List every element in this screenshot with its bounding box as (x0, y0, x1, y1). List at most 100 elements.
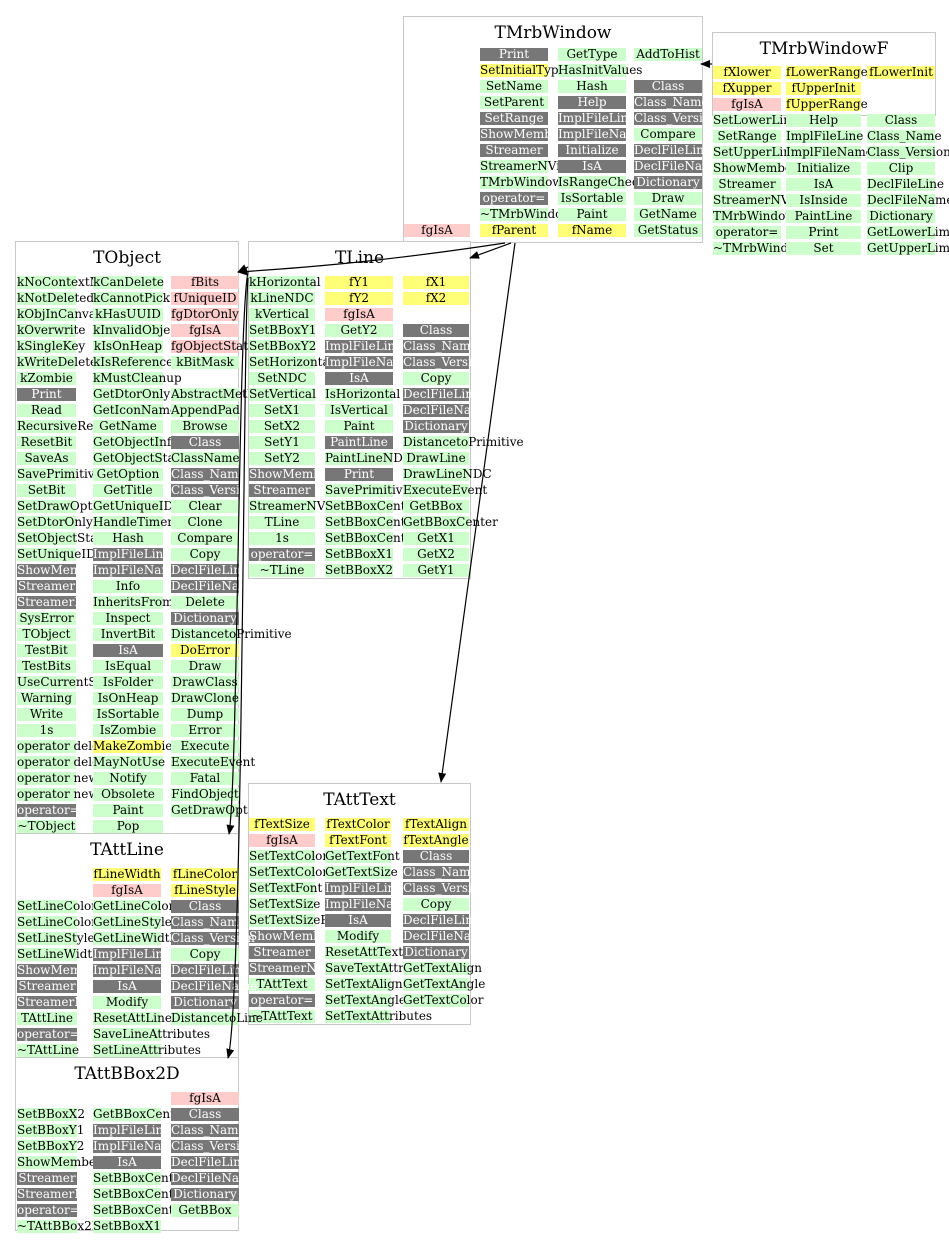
member-cell: fUniqueID (171, 292, 239, 305)
member-cell: ~TMrbWindow (480, 207, 573, 221)
member-cell: SavePrimitive (325, 483, 410, 497)
member-cell: PaintLineNDC (325, 451, 413, 465)
member-cell: GetLowerLimit (867, 225, 949, 239)
class-title: TAttText (323, 790, 396, 810)
member-cell: ImplFileName (93, 963, 180, 977)
member-cell: Hash (93, 532, 163, 545)
member-cell: Class_Name (171, 915, 246, 929)
member-cell: GetTextAngle (403, 977, 486, 991)
member-cell: IsInside (786, 194, 861, 207)
member-cell: GetBBoxCenter (403, 515, 498, 529)
member-cell: Help (558, 96, 626, 109)
member-cell: IsRangeChecked (558, 175, 661, 189)
member-cell: DrawClass (171, 675, 239, 689)
member-cell: GetDtorOnly (93, 387, 171, 401)
member-cell: fgIsA (325, 308, 393, 321)
member-cell: fTextSize (249, 818, 315, 831)
member-cell: kIsOnHeap (93, 339, 163, 353)
member-cell: Copy (403, 372, 469, 385)
member-cell: HasInitValues (558, 63, 643, 77)
member-cell: Dictionary (171, 612, 239, 625)
member-cell: GetTitle (93, 484, 163, 497)
member-cell: SysError (17, 612, 76, 625)
member-cell: fgIsA (713, 98, 781, 111)
member-cell: SetX1 (249, 404, 315, 417)
member-cell: operator new[] (17, 787, 108, 801)
member-cell: kIsReferenced (93, 355, 181, 369)
member-cell: Modify (93, 996, 161, 1009)
member-cell: GetX1 (403, 532, 469, 545)
member-cell: kCannotPick (93, 291, 171, 305)
member-cell: GetY1 (403, 564, 469, 577)
member-cell: GetUniqueID (93, 499, 174, 513)
member-cell: operator= (713, 226, 781, 239)
member-cell: GetTextColor (403, 993, 484, 1007)
member-cell: ResetBit (17, 436, 76, 449)
member-cell: Print (17, 388, 76, 401)
class-box-tmrbwindowf: TMrbWindowF fXlower fXupper fgIsA SetLowerLi… (712, 32, 949, 255)
member-cell: Clear (171, 500, 239, 513)
member-cell: fLineStyle (171, 884, 239, 897)
member-cell: GetBBoxCenter (93, 1107, 188, 1121)
member-cell: Paint (325, 420, 393, 433)
member-cell: TObject (17, 628, 76, 641)
member-cell: IsA (786, 178, 861, 191)
member-cell: IsA (558, 160, 626, 173)
member-cell: fY1 (325, 276, 393, 289)
member-cell: fLineWidth (93, 867, 161, 881)
member-cell: SetBBoxCenterY (93, 1203, 195, 1217)
member-cell: IsEqual (93, 660, 163, 673)
member-cell: Hash (558, 80, 626, 93)
member-cell: ExecuteEvent (171, 755, 256, 769)
member-cell: ImplFileLine (558, 111, 636, 125)
member-cell: UseCurrentStyle (17, 675, 120, 689)
member-cell: SetDrawOption (17, 499, 112, 513)
member-cell: Pop (93, 820, 163, 833)
member-cell: 1s (249, 532, 315, 545)
member-cell: Dictionary (171, 1188, 239, 1201)
member-cell: Write (17, 708, 76, 721)
member-cell: Class_Name (867, 129, 942, 143)
member-cell: Class (634, 80, 702, 93)
member-cell: fgIsA (249, 834, 315, 847)
member-cell: DeclFileName (634, 159, 721, 173)
member-cell: SetLineColorAlpha (17, 915, 133, 929)
member-cell: Class (171, 900, 239, 913)
member-cell: kSingleKey (17, 339, 86, 353)
member-cell: ImplFileName (558, 127, 645, 141)
member-cell: kLineNDC (249, 291, 315, 305)
member-cell: operator= (17, 1027, 80, 1041)
member-cell: fXupper (713, 82, 781, 95)
member-cell: TMrbWindow (480, 175, 563, 189)
member-cell: SetLineWidth (17, 947, 100, 961)
class-title: TAttBBox2D (74, 1064, 180, 1084)
member-cell: ResetAttLine (93, 1011, 172, 1025)
member-cell: fUpperRange (786, 97, 868, 111)
member-cell: Obsolete (93, 788, 163, 801)
member-cell: DistancetoPrimitive (171, 627, 292, 641)
member-cell: DrawLineNDC (403, 467, 492, 481)
member-cell: Info (93, 580, 163, 593)
member-cell: Compare (171, 532, 239, 545)
member-cell: SetBBoxCenterX (325, 515, 427, 529)
member-cell: fTextFont (325, 834, 391, 847)
member-cell: GetLineWidth (93, 931, 178, 945)
member-cell: StreamerNVirtual (17, 595, 127, 609)
member-cell: SetBBoxCenter (93, 1171, 187, 1185)
member-cell: fParent (480, 224, 548, 237)
member-cell: kInvalidObject (93, 323, 182, 337)
member-cell: ~TLine (249, 564, 315, 577)
member-cell: Modify (325, 930, 391, 943)
member-cell: ImplFileLine (93, 947, 171, 961)
member-cell: Class_Name (403, 865, 478, 879)
member-cell: GetDrawOption (171, 803, 267, 817)
member-cell: SetRange (713, 130, 781, 143)
class-box-tattline: TAttLine SetLineColor SetLineColorAlpha Set… (15, 833, 263, 1059)
member-cell: SetY2 (249, 452, 315, 465)
member-cell: fX2 (403, 292, 469, 305)
member-cell: Help (786, 114, 861, 127)
member-cell: ImplFileName (93, 1139, 180, 1153)
member-cell: GetStatus (634, 224, 702, 237)
member-cell: SetBBoxX1 (325, 547, 393, 561)
member-cell: StreamerNVirtual (17, 995, 127, 1009)
